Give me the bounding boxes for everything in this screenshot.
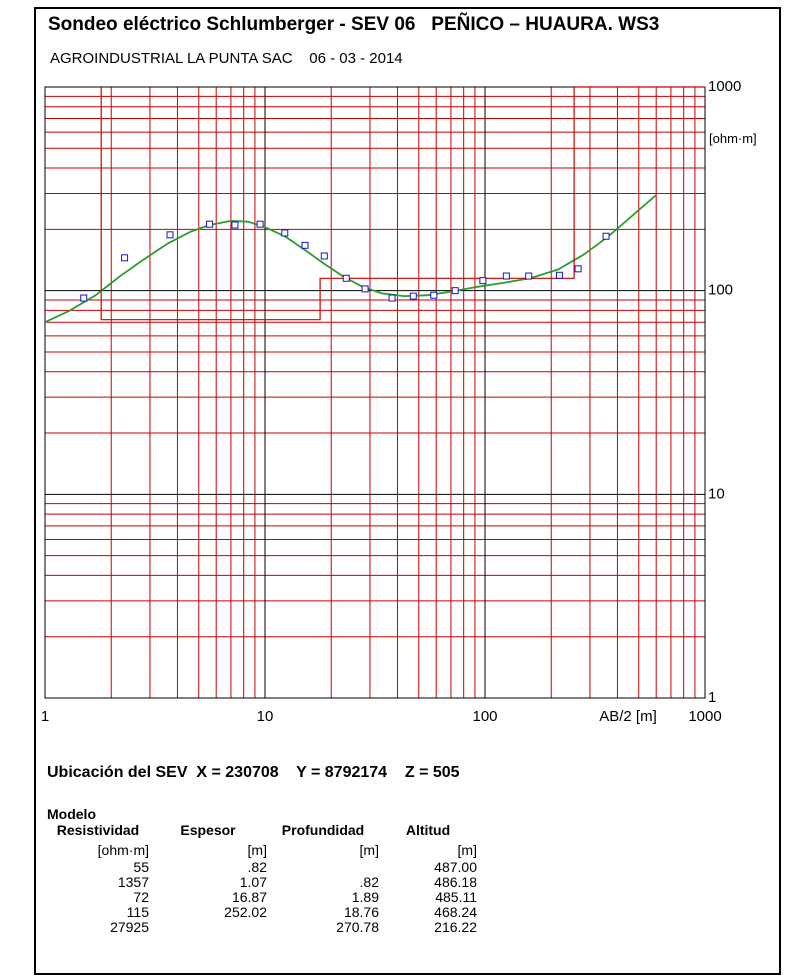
x-tick-label: 1000 (688, 708, 721, 725)
model-header-row: Resistividad Espesor Profundidad Altitud (40, 820, 477, 840)
data-point (320, 252, 328, 260)
model-cell: 115 (126, 904, 149, 920)
data-point (602, 232, 610, 240)
model-cell: 270.78 (336, 919, 379, 935)
model-row: 72 16.87 1.89 485.11 (40, 890, 477, 905)
x-tick-label: 10 (257, 708, 274, 725)
chart-subtitle: AGROINDUSTRIAL LA PUNTA SAC 06 - 03 - 20… (50, 50, 403, 67)
model-table: Resistividad Espesor Profundidad Altitud… (40, 820, 477, 935)
y-tick-label: 10 (708, 485, 725, 502)
header-profundidad: Profundidad (281, 822, 365, 838)
data-point (361, 285, 369, 293)
model-cell: 1.07 (239, 874, 267, 890)
y-tick-label: 100 (708, 282, 733, 299)
data-point (301, 241, 309, 249)
data-point (430, 291, 438, 299)
y-tick-label: 1 (708, 689, 716, 706)
data-point (256, 220, 264, 228)
fitted-curve-line (44, 194, 657, 324)
sev-chart: 1 10 100 1000 1 10 100 1000 AB/2 [m] [ohm·m] (41, 78, 757, 725)
unit-altitud: [m] (457, 842, 477, 858)
model-cell (149, 920, 267, 935)
model-cell: 487.00 (434, 859, 477, 875)
model-cell: 468.24 (434, 904, 477, 920)
data-point (206, 220, 214, 228)
model-row: 115 252.02 18.76 468.24 (40, 905, 477, 920)
model-cell: 27925 (110, 919, 149, 935)
header-resistividad: Resistividad (56, 822, 140, 838)
sev-location: Ubicación del SEV X = 230708 Y = 8792174… (47, 764, 460, 781)
unit-resistividad: [ohm·m] (97, 842, 149, 858)
data-point (231, 221, 239, 229)
unit-profundidad: [m] (359, 842, 379, 858)
model-cell: 216.22 (434, 919, 477, 935)
data-point (166, 231, 174, 239)
data-point (388, 294, 396, 302)
model-row: 27925 270.78 216.22 (40, 920, 477, 935)
model-title: Modelo (47, 806, 96, 822)
data-point (555, 271, 563, 279)
series-layer (44, 86, 705, 324)
y-tick-label: 1000 (708, 78, 741, 95)
header-altitud: Altitud (405, 822, 451, 838)
model-cell: 1357 (117, 874, 149, 890)
chart-frame (34, 7, 781, 975)
major-grid (44, 86, 706, 699)
plot-border (44, 86, 706, 699)
model-cell: 18.76 (343, 904, 379, 920)
header-espesor: Espesor (180, 822, 236, 838)
data-point (502, 272, 510, 280)
model-cell: .82 (247, 859, 267, 875)
model-row: 55 .82 487.00 (40, 860, 477, 875)
data-point (525, 272, 533, 280)
tick-labels: 1 10 100 1000 1 10 100 1000 AB/2 [m] [ohm·m] (41, 78, 757, 725)
model-cell: 16.87 (231, 889, 267, 905)
data-point (451, 287, 459, 295)
model-cell: 1.89 (351, 889, 379, 905)
data-point (409, 292, 417, 300)
x-axis-label: AB/2 [m] (599, 708, 657, 725)
layer-model-line (100, 86, 705, 321)
data-point (342, 274, 350, 282)
unit-espesor: [m] (247, 842, 267, 858)
model-cell: .82 (359, 874, 379, 890)
model-cell: 55 (133, 859, 149, 875)
x-tick-label: 1 (41, 708, 49, 725)
model-cell: 252.02 (224, 904, 267, 920)
data-point (121, 254, 129, 262)
model-units-row: [ohm·m] [m] [m] [m] (40, 840, 477, 860)
x-tick-label: 100 (472, 708, 497, 725)
data-point (80, 294, 88, 302)
model-cell: 72 (133, 889, 149, 905)
chart-title: Sondeo eléctrico Schlumberger - SEV 06 P… (48, 14, 660, 35)
data-point (574, 265, 582, 273)
data-point (479, 277, 487, 285)
model-row: 1357 1.07 .82 486.18 (40, 875, 477, 890)
y-axis-label: [ohm·m] (709, 131, 757, 146)
model-cell: 486.18 (434, 874, 477, 890)
minor-grid (45, 87, 705, 698)
model-cell (267, 860, 379, 875)
model-cell: 485.11 (435, 889, 477, 905)
data-point (281, 229, 289, 237)
